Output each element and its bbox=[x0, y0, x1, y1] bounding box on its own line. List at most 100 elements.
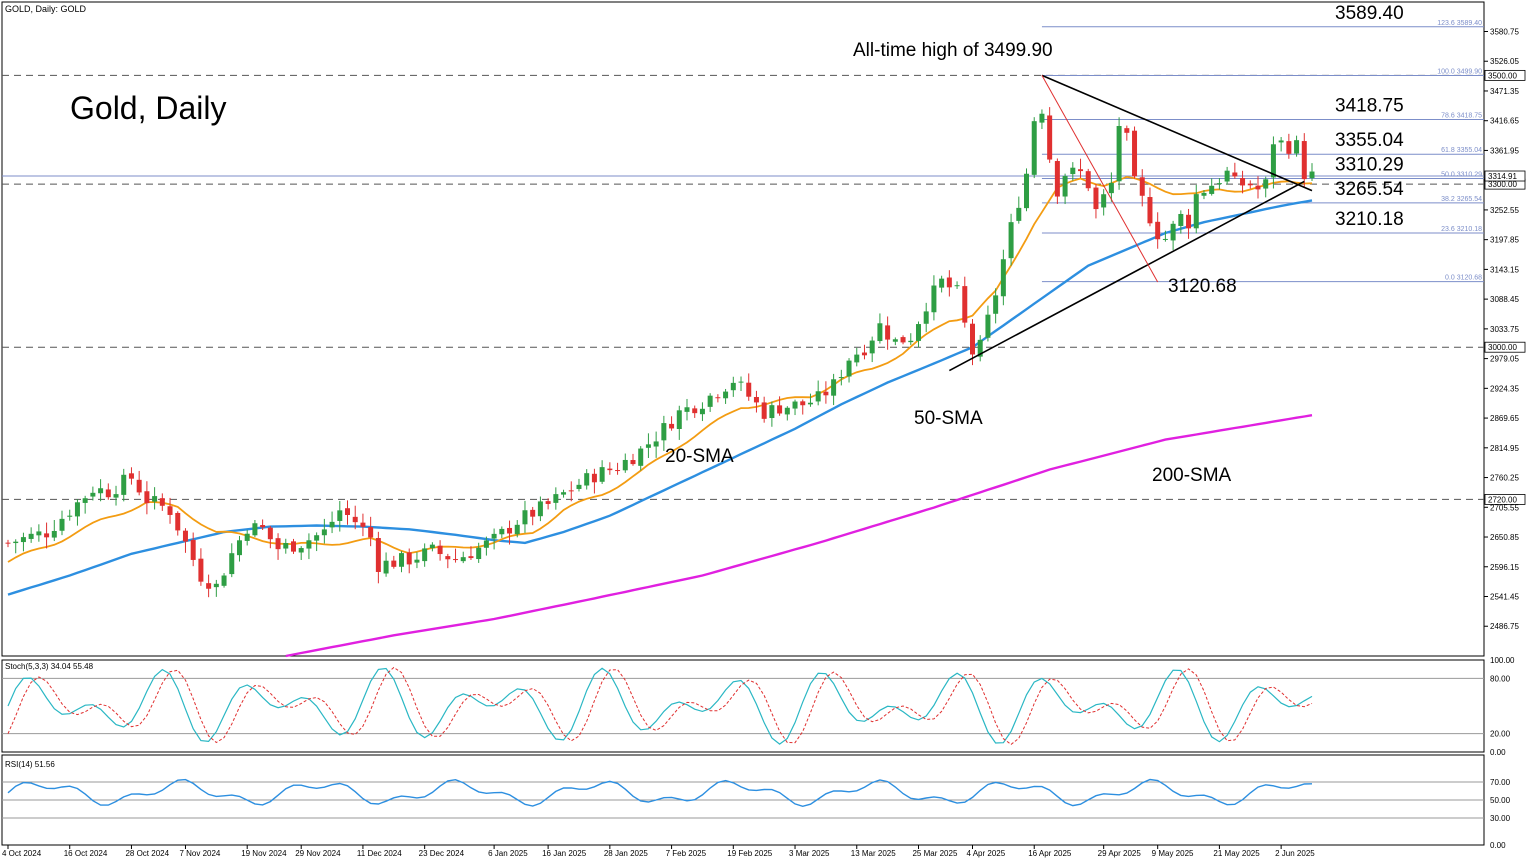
rsi-tick-label: 70.00 bbox=[1490, 778, 1511, 787]
price-tick-label: 2650.85 bbox=[1490, 533, 1519, 542]
date-tick-label: 9 May 2025 bbox=[1152, 849, 1194, 858]
candle-up bbox=[1309, 171, 1315, 179]
price-tick-label: 3471.35 bbox=[1490, 87, 1519, 96]
candle-up bbox=[792, 401, 798, 409]
fib-label: 3265.54 bbox=[1335, 179, 1404, 200]
candle-up bbox=[730, 382, 736, 391]
candle-up bbox=[337, 510, 343, 521]
candle-up bbox=[314, 535, 320, 541]
date-tick-label: 2 Jun 2025 bbox=[1275, 849, 1315, 858]
rsi-panel bbox=[2, 778, 1484, 819]
candle-up bbox=[1162, 238, 1168, 240]
candle-up bbox=[854, 354, 860, 363]
price-tick-label: 3580.75 bbox=[1490, 27, 1519, 36]
price-tick-label: 2596.15 bbox=[1490, 563, 1519, 572]
sma200-line bbox=[285, 414, 1313, 658]
candle-down bbox=[167, 506, 173, 515]
candle-up bbox=[908, 340, 914, 343]
candle-up bbox=[923, 311, 929, 324]
candle-down bbox=[507, 527, 513, 534]
rsi-tick-label: 0.00 bbox=[1490, 841, 1506, 850]
price-level-badge bbox=[1484, 341, 1526, 353]
candle-down bbox=[568, 490, 574, 492]
candle-down bbox=[136, 479, 142, 493]
candle-down bbox=[692, 408, 698, 414]
candle-down bbox=[715, 397, 721, 399]
fibonacci-levels: 123.6 3589.40 3589.40 100.0 3499.90 78.6 34… bbox=[1041, 3, 1484, 283]
date-tick-label: 19 Nov 2024 bbox=[241, 849, 287, 858]
candle-down bbox=[275, 538, 281, 550]
candle-up bbox=[1008, 222, 1014, 259]
candle-up bbox=[483, 540, 489, 548]
price-tick-label: 2705.55 bbox=[1490, 503, 1519, 512]
candle-down bbox=[406, 552, 412, 565]
price-tick-label: 2760.25 bbox=[1490, 474, 1519, 483]
candle-down bbox=[1247, 183, 1253, 186]
candle-up bbox=[576, 484, 582, 489]
candle-down bbox=[545, 501, 551, 504]
candle-up bbox=[321, 529, 327, 536]
stoch-tick-label: 80.00 bbox=[1490, 674, 1511, 683]
price-tick-label: 3416.65 bbox=[1490, 117, 1519, 126]
candle-up bbox=[1170, 223, 1176, 241]
candle-up bbox=[653, 441, 659, 447]
candle-up bbox=[915, 324, 921, 341]
candle-down bbox=[591, 473, 597, 483]
candle-down bbox=[445, 556, 451, 560]
candle-up bbox=[1024, 173, 1030, 209]
low-annotation: 3120.68 bbox=[1168, 276, 1237, 297]
candle-down bbox=[290, 541, 296, 552]
price-tick-label: 3361.95 bbox=[1490, 146, 1519, 155]
candle-up bbox=[784, 407, 790, 415]
candle-down bbox=[1078, 169, 1084, 172]
date-tick-label: 21 May 2025 bbox=[1213, 849, 1260, 858]
fib-small-label: 38.2 3265.54 bbox=[1441, 196, 1482, 203]
candle-up bbox=[815, 391, 821, 402]
candle-up bbox=[699, 408, 705, 415]
candle-up bbox=[877, 323, 883, 342]
candle-up bbox=[1193, 194, 1199, 229]
candle-up bbox=[684, 407, 690, 412]
price-tick-label: 3197.85 bbox=[1490, 236, 1519, 245]
candle-down bbox=[352, 516, 358, 523]
candle-up bbox=[993, 295, 999, 314]
candle-down bbox=[1139, 177, 1145, 196]
candle-up bbox=[429, 544, 435, 549]
candle-up bbox=[329, 521, 335, 528]
candle-up bbox=[13, 541, 19, 544]
date-tick-label: 28 Oct 2024 bbox=[125, 849, 169, 858]
candle-up bbox=[1278, 140, 1284, 143]
trendlines bbox=[948, 74, 1313, 372]
candle-down bbox=[128, 473, 134, 479]
symbol-header: GOLD, Daily: GOLD bbox=[5, 4, 87, 14]
fib-label: 3418.75 bbox=[1335, 96, 1404, 117]
fib-small-label: 100.0 3499.90 bbox=[1437, 68, 1482, 75]
candle-down bbox=[190, 539, 196, 560]
candle-up bbox=[414, 559, 420, 563]
candle-up bbox=[252, 523, 258, 536]
candle-up bbox=[1070, 167, 1076, 175]
candle-up bbox=[383, 560, 389, 574]
candle-up bbox=[476, 547, 482, 560]
candle-down bbox=[437, 545, 443, 555]
candle-up bbox=[1108, 182, 1114, 194]
date-tick-label: 13 Mar 2025 bbox=[851, 849, 896, 858]
candle-up bbox=[229, 553, 235, 575]
candle-down bbox=[885, 325, 891, 340]
candle-up bbox=[831, 379, 837, 396]
candle-down bbox=[375, 538, 381, 572]
candle-down bbox=[1232, 172, 1238, 177]
candle-up bbox=[723, 391, 729, 399]
candle-up bbox=[638, 448, 644, 466]
candle-up bbox=[74, 502, 80, 517]
candle-up bbox=[98, 488, 104, 494]
moving-averages bbox=[7, 175, 1313, 658]
candle-down bbox=[607, 468, 613, 471]
candle-down bbox=[753, 397, 759, 403]
trendline-fib-swing bbox=[1041, 75, 1159, 283]
candle-up bbox=[90, 492, 96, 497]
sma20-line bbox=[7, 175, 1313, 563]
rsi-label: RSI(14) 51.56 bbox=[5, 760, 55, 769]
candle-up bbox=[645, 444, 651, 448]
candle-up bbox=[769, 405, 775, 419]
